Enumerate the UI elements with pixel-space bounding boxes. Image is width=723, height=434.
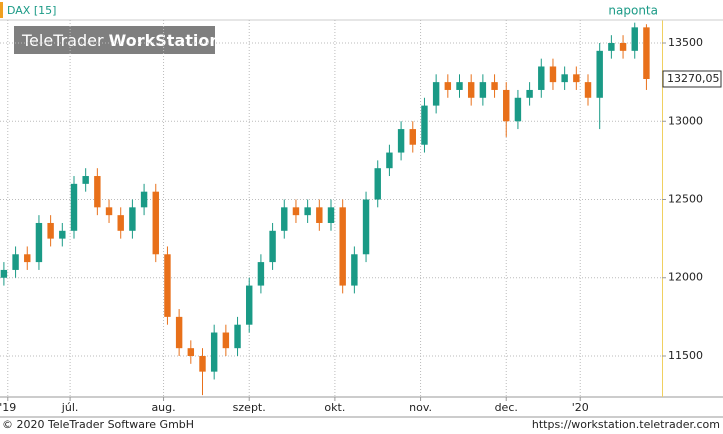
candle-body [397, 129, 405, 153]
candle-body [549, 66, 557, 83]
candle-body [35, 222, 43, 263]
chart-title: DAX [15] [7, 4, 56, 17]
candle-body [479, 82, 487, 98]
logo-box [14, 26, 215, 54]
candle-body [304, 207, 311, 216]
candle-body [0, 269, 8, 278]
candle-body [503, 89, 510, 122]
x-tick-label: dec. [495, 401, 518, 414]
candle-body [514, 97, 522, 122]
candle-body [222, 332, 230, 349]
candle-body [538, 66, 545, 90]
x-tick-label: '19 [0, 401, 16, 414]
candle-body [246, 285, 253, 325]
candle-body [12, 254, 19, 270]
candle-body [608, 43, 615, 51]
candle-body [269, 230, 276, 263]
candle-body [573, 74, 580, 83]
logo-light: TeleTrader [21, 31, 104, 50]
last-price-box [662, 70, 722, 88]
candle-body [129, 207, 136, 231]
candle-body [643, 27, 650, 79]
candle-body [24, 254, 31, 263]
candle-body [292, 207, 300, 216]
candle-body [164, 254, 171, 317]
candle-body [444, 82, 452, 90]
x-tick-label: '20 [572, 401, 589, 414]
candle-body [47, 222, 54, 239]
candle-body [175, 316, 183, 349]
candle-body [351, 254, 358, 286]
candle-body [409, 129, 416, 145]
candle-body [152, 191, 159, 255]
candle-body [386, 152, 393, 169]
logo-bold: WorkStation [109, 31, 221, 50]
candle-body [456, 82, 463, 90]
candle-body [105, 207, 113, 216]
series-marker [0, 2, 3, 18]
candle-body [327, 207, 335, 223]
candle-body [82, 176, 89, 184]
candle-body [316, 207, 323, 223]
candle-body [140, 191, 148, 208]
logo: TeleTrader WorkStation [21, 31, 221, 50]
candle-body [526, 89, 533, 98]
candle-body [281, 207, 288, 231]
x-tick-label: aug. [151, 401, 175, 414]
x-tick-label: nov. [409, 401, 432, 414]
y-tick-label: 11500 [668, 349, 703, 362]
interval: naponta [608, 4, 658, 18]
candle-body [94, 176, 101, 208]
x-tick-label: szept. [233, 401, 266, 414]
candle-body [362, 199, 370, 255]
candle-body [631, 27, 638, 51]
candle-body [491, 82, 498, 90]
candle-body [596, 50, 603, 98]
y-tick-label: 12000 [668, 271, 703, 284]
candle-body [187, 348, 195, 356]
candle-body [70, 183, 78, 231]
footer-left: © 2020 TeleTrader Software GmbH [2, 418, 194, 431]
candle-body [467, 82, 475, 98]
candle-body [234, 324, 241, 349]
candle-body [339, 207, 346, 286]
candle-body [210, 332, 218, 372]
x-tick-label: okt. [324, 401, 345, 414]
candle-body [257, 262, 265, 286]
candle-body [561, 74, 568, 83]
footer-right: https://workstation.teletrader.com [532, 418, 720, 431]
candle-body [199, 355, 206, 372]
y-tick-label: 12500 [668, 193, 703, 206]
candle-body [117, 215, 124, 231]
y-tick-label: 13000 [668, 114, 703, 127]
candle-body [374, 168, 381, 200]
x-tick-label: júl. [61, 401, 79, 414]
candle-body [584, 82, 592, 98]
y-tick-label: 13500 [668, 36, 703, 49]
candle-body [421, 105, 428, 145]
candle-body [619, 43, 627, 51]
candle-body [59, 230, 66, 239]
last-price-label: 13270,05 [667, 72, 720, 85]
candle-body [432, 82, 440, 106]
